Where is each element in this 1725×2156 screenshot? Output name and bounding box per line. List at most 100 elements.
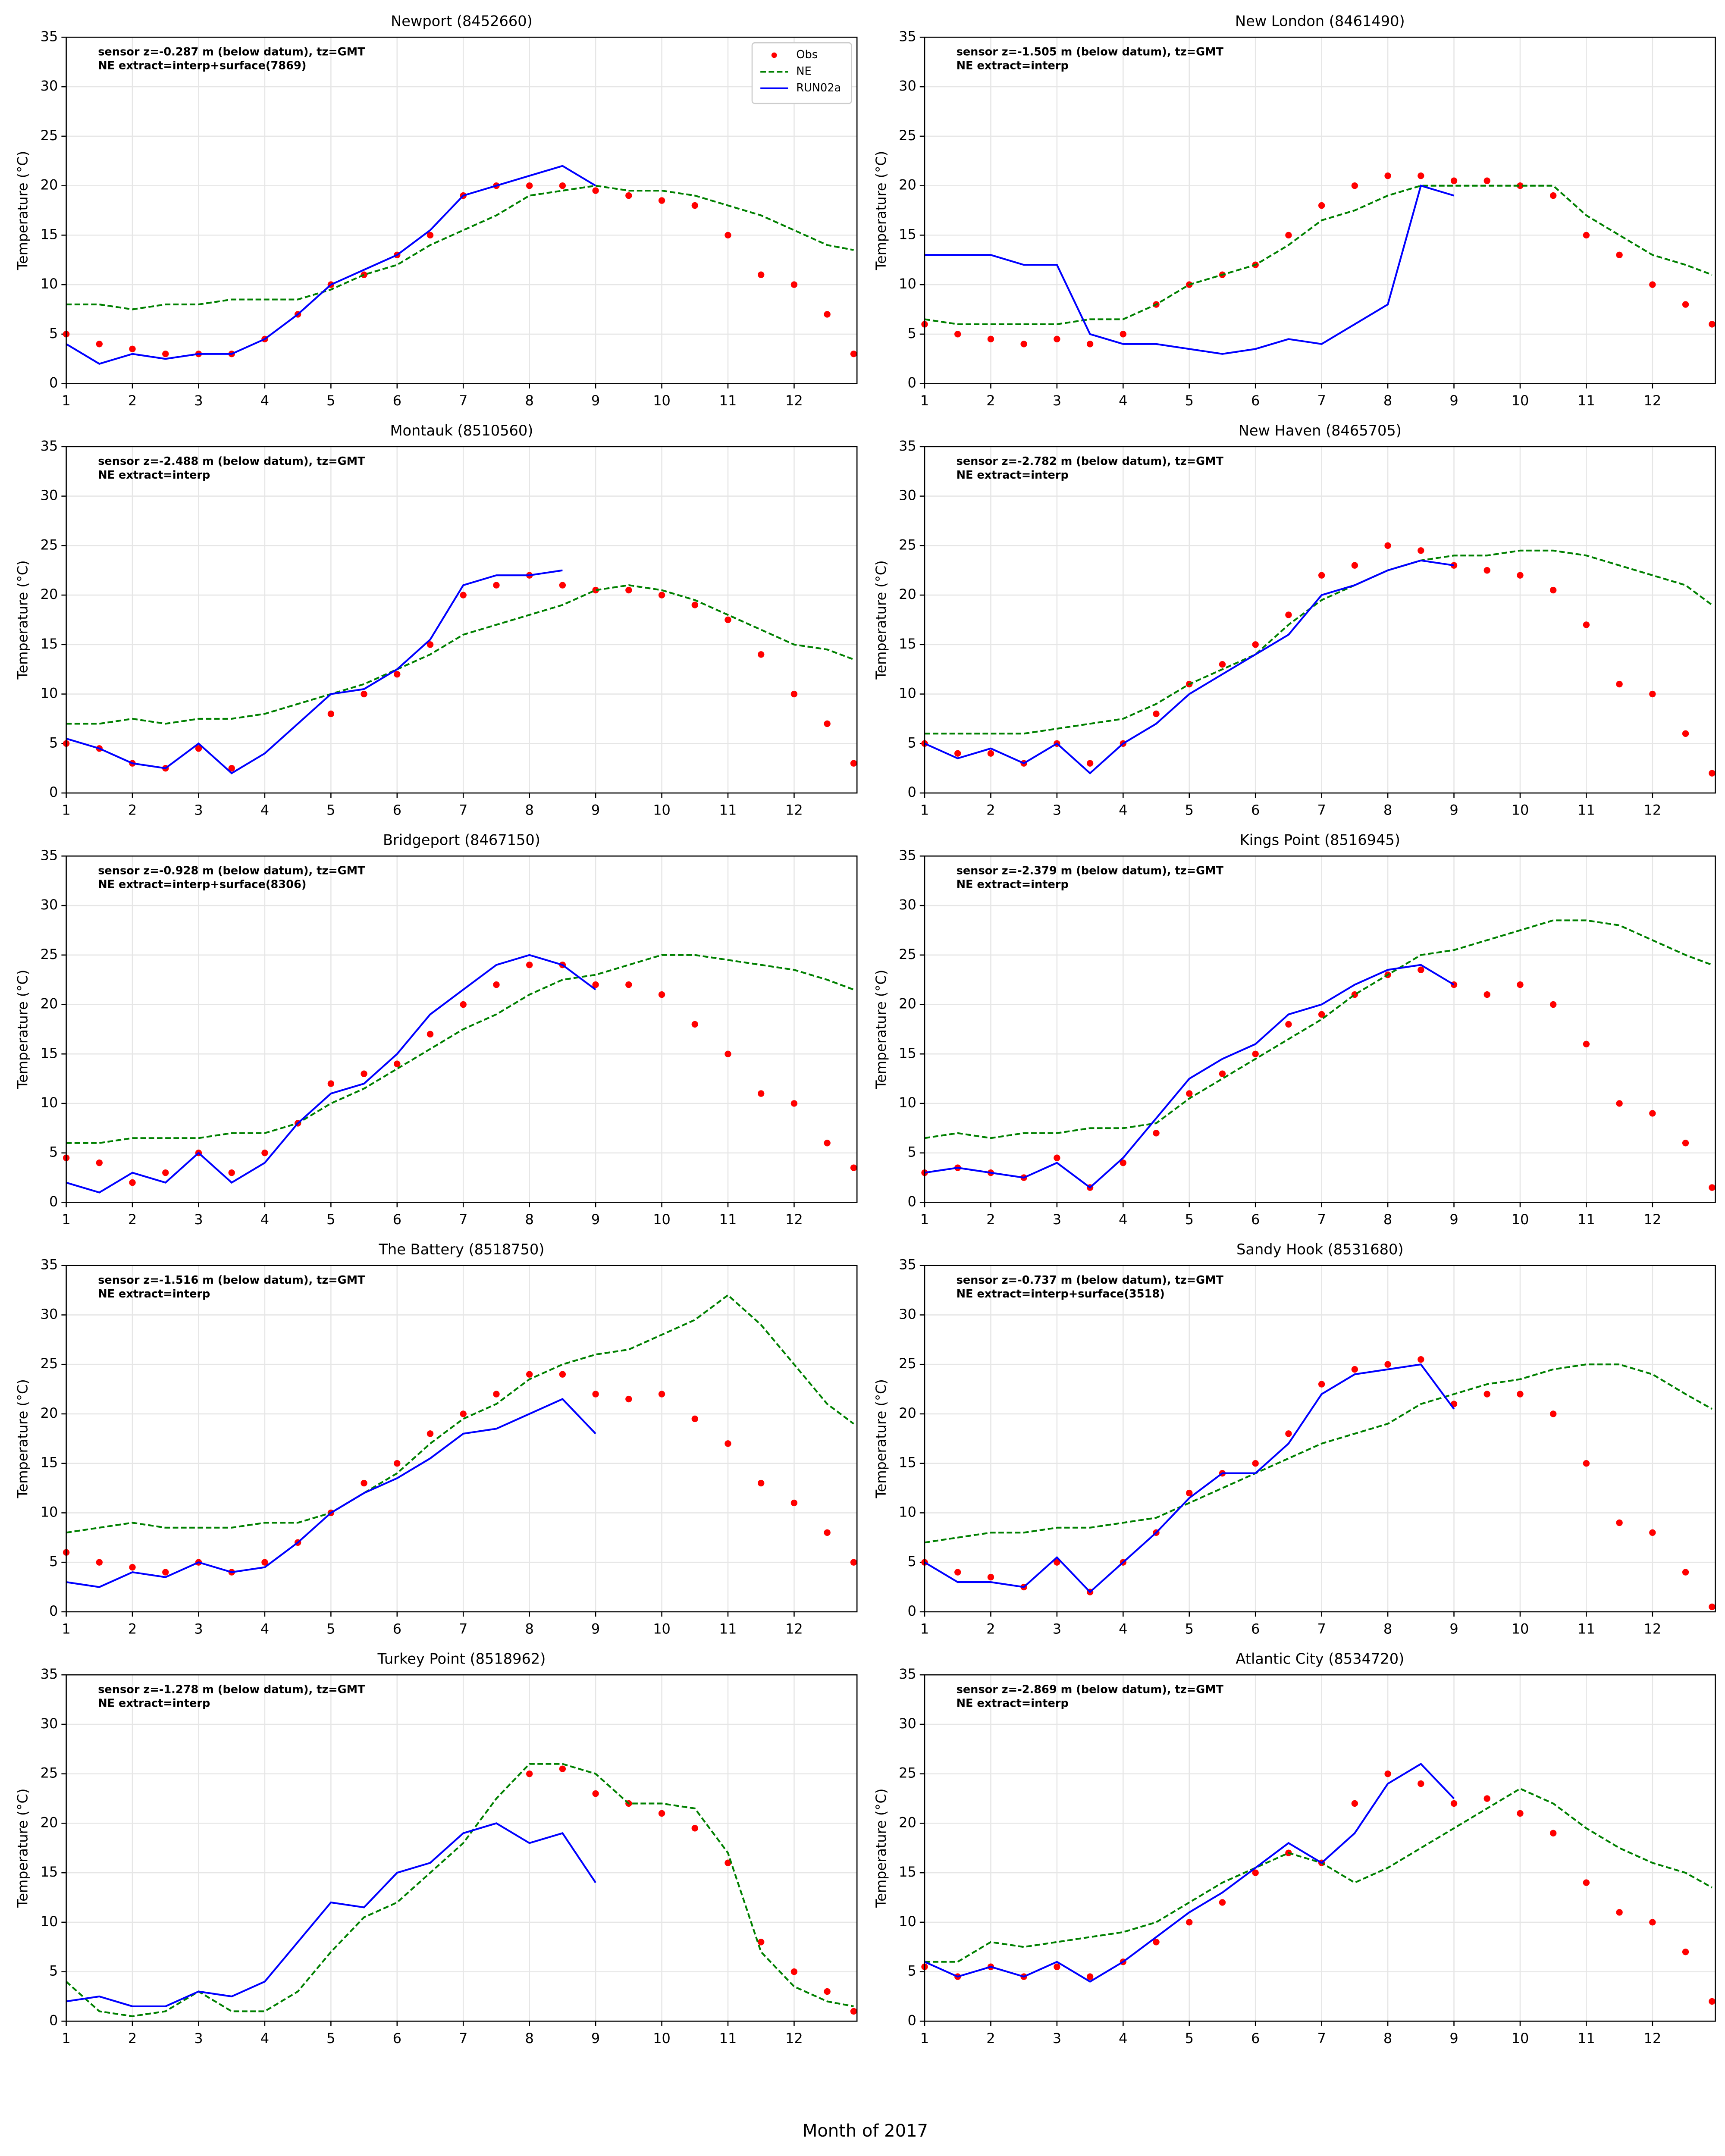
x-tick-label: 1 [920,392,929,409]
y-tick-label: 30 [899,1715,916,1732]
obs-point [1517,572,1524,579]
obs-point [592,1790,599,1797]
plot-frame [66,1674,858,2022]
annotation: NE extract=interp [98,469,210,482]
y-tick-label: 15 [41,1864,58,1880]
x-tick-label: 11 [719,802,737,818]
obs-point [1418,172,1424,179]
obs-point [493,981,500,988]
obs-point [758,1479,765,1487]
obs-point [1384,1770,1391,1777]
y-tick-label: 10 [899,1504,916,1520]
obs-point [394,1460,401,1467]
x-tick-label: 11 [719,1211,737,1228]
x-tick-label: 1 [920,1621,929,1637]
plot-frame [924,856,1716,1203]
x-tick-label: 5 [1185,392,1194,409]
y-tick-label: 35 [899,847,916,863]
obs-point [1285,1430,1292,1437]
y-tick-label: 30 [41,78,58,94]
plot-frame [66,446,858,794]
panel: The Battery (8518750) Temperature (°C) 0 5 1… [14,1241,858,1637]
obs-point [129,345,136,352]
obs-point [1153,1939,1160,1946]
y-tick-label: 30 [41,1715,58,1732]
y-tick-label: 15 [41,1045,58,1061]
x-tick-label: 5 [326,2030,335,2046]
obs-point [1616,1909,1623,1916]
obs-point [592,586,599,594]
x-tick-label: 4 [260,1621,269,1637]
x-tick-label: 4 [260,1211,269,1228]
x-tick-label: 11 [719,2030,737,2046]
obs-point [1616,251,1623,258]
obs-point [228,765,235,772]
x-tick-label: 3 [194,2030,203,2046]
y-tick-label: 35 [41,1666,58,1682]
y-tick-label: 20 [41,1814,58,1830]
obs-point [1450,177,1458,184]
obs-point [96,1159,103,1166]
obs-point [1153,1130,1160,1137]
annotation: NE extract=interp+surface(3518) [957,1288,1165,1300]
x-tick-label: 1 [62,1211,70,1228]
obs-point [724,232,731,239]
annotation: NE extract=interp [957,469,1069,482]
obs-point [790,1100,798,1107]
obs-point [1450,1800,1458,1807]
y-tick-label: 30 [899,1306,916,1322]
obs-point [625,1395,632,1403]
obs-point [394,1060,401,1067]
x-tick-label: 9 [1449,802,1458,818]
obs-point [1682,730,1689,737]
obs-point [790,1499,798,1507]
obs-point [1549,1001,1557,1008]
panel: Montauk (8510560)Temperature (°C)0510152… [14,422,858,818]
obs-point [758,1939,765,1946]
x-tick-label: 9 [591,802,600,818]
obs-point [1709,321,1716,328]
y-tick-label: 20 [899,996,916,1012]
y-tick-label: 25 [899,127,916,144]
obs-point [691,1825,698,1832]
obs-point [493,1391,500,1398]
obs-point [1517,182,1524,189]
y-tick-label: 20 [41,586,58,602]
series-line [66,1822,596,2008]
x-tick-label: 2 [986,1211,995,1228]
y-tick-label: 5 [49,734,58,751]
obs-point [625,586,632,594]
series-line [66,1294,854,1534]
obs-point [1682,1140,1689,1147]
obs-point [1219,1899,1226,1906]
x-tick-label: 5 [326,392,335,409]
obs-point [1709,1998,1716,2005]
x-tick-label: 3 [1053,802,1061,818]
obs-point [1186,1489,1193,1497]
obs-point [526,182,533,189]
x-tick-label: 8 [1383,392,1392,409]
obs-point [1709,1603,1716,1611]
y-tick-label: 15 [899,226,916,242]
y-tick-label: 0 [49,1193,58,1210]
chart-title: Montauk (8510560) [390,422,533,439]
y-tick-label: 15 [899,1454,916,1471]
series-line [924,185,1712,325]
x-tick-label: 3 [194,392,203,409]
obs-point [987,750,994,757]
y-tick-label: 5 [907,734,916,751]
obs-point [427,1031,434,1038]
obs-point [724,1050,731,1057]
x-tick-label: 12 [785,1211,803,1228]
y-tick-label: 5 [907,325,916,342]
x-tick-label: 12 [785,2030,803,2046]
obs-point [1649,1919,1656,1926]
x-tick-label: 10 [1512,392,1529,409]
obs-point [1054,1154,1060,1161]
obs-point [1384,542,1391,549]
y-tick-label: 25 [41,536,58,553]
obs-point [361,690,367,698]
x-tick-label: 5 [1185,802,1194,818]
x-tick-label: 3 [1053,1621,1061,1637]
obs-point [361,1479,367,1487]
